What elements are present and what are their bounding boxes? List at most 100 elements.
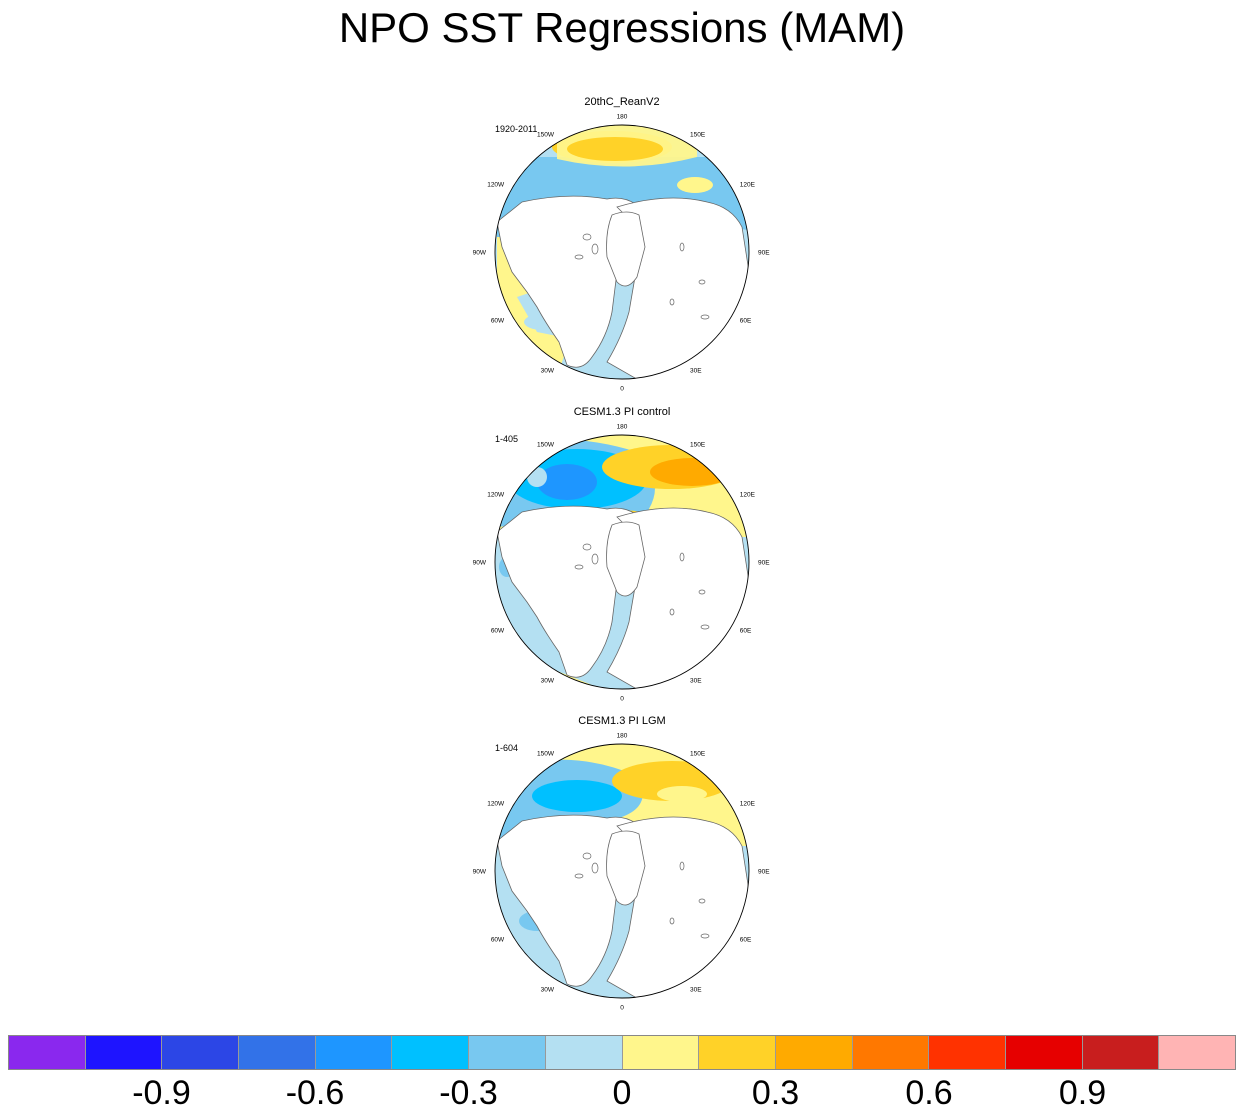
coast-feature xyxy=(669,608,675,616)
landmass xyxy=(606,830,646,906)
panel-2-polar-map: 180 150E 120E 90E 60E 30E 0 30W 60W 90W 120W 150W xyxy=(473,424,771,703)
coast-feature xyxy=(582,852,592,860)
coast-feature xyxy=(574,564,584,570)
land-mask xyxy=(496,505,749,689)
longitude-label: 120W xyxy=(487,801,505,808)
colorbar-tick-label: -0.9 xyxy=(132,1074,191,1112)
longitude-label: 30E xyxy=(690,367,702,374)
longitude-label: 30W xyxy=(541,367,555,374)
longitude-label: 60E xyxy=(740,318,752,325)
map-border xyxy=(494,124,750,380)
colorbar-swatch xyxy=(699,1036,776,1069)
longitude-label: 90W xyxy=(473,560,487,567)
panel-1-title: 20thC_ReanV2 xyxy=(584,96,660,108)
coast-feature xyxy=(574,873,584,879)
longitude-label: 150W xyxy=(537,132,555,139)
colorbar-swatch xyxy=(239,1036,316,1069)
longitude-label: 180 xyxy=(617,733,628,740)
longitude-label: 90W xyxy=(473,250,487,257)
anomaly-patch xyxy=(567,137,663,161)
longitude-label: 60W xyxy=(491,318,505,325)
colorbar-swatch xyxy=(545,1036,623,1069)
anomaly-patch xyxy=(527,467,547,487)
land-mask xyxy=(496,814,749,998)
coast-feature xyxy=(698,279,706,285)
map-border xyxy=(494,743,750,999)
longitude-label: 180 xyxy=(617,424,628,431)
colorbar-tick-label: -0.6 xyxy=(285,1074,345,1112)
colorbar-tick-label: 0.3 xyxy=(751,1074,800,1112)
figure-title: NPO SST Regressions (MAM) xyxy=(338,4,906,51)
longitude-label: 60W xyxy=(491,628,505,635)
colorbar-swatch xyxy=(929,1036,1006,1069)
coast-feature xyxy=(700,314,710,320)
anomaly-patch xyxy=(532,780,622,812)
longitude-label: 60E xyxy=(740,937,752,944)
ocean-field xyxy=(495,125,749,379)
coast-feature xyxy=(669,298,675,306)
anomaly-patch xyxy=(650,458,734,486)
anomaly-patch xyxy=(537,464,597,500)
longitude-label: 120E xyxy=(740,801,756,808)
ocean-field xyxy=(495,744,749,998)
coast-feature xyxy=(698,589,706,595)
colorbar-tick-label: -0.3 xyxy=(439,1074,498,1112)
longitude-label: 150E xyxy=(690,751,706,758)
colorbar-swatch xyxy=(469,1036,546,1069)
colorbar-tick-label: 0.6 xyxy=(905,1074,953,1112)
panel-3-period: 1-604 xyxy=(495,743,519,753)
coast-feature xyxy=(700,933,710,939)
longitude-label: 180 xyxy=(617,114,628,121)
longitude-label: 150E xyxy=(690,442,706,449)
coast-feature xyxy=(582,233,592,241)
colorbar-swatch xyxy=(622,1036,700,1069)
coast-feature xyxy=(669,917,675,925)
coast-feature xyxy=(679,242,685,252)
panel-3-polar-map: 180 150E 120E 90E 60E 30E 0 30W 60W 90W 120W 150W xyxy=(473,733,771,1012)
panel-3-title: CESM1.3 PI LGM xyxy=(578,715,666,727)
coast-feature xyxy=(574,254,584,260)
map-border xyxy=(494,434,750,690)
longitude-label: 90E xyxy=(758,869,770,876)
colorbar-swatch xyxy=(162,1036,240,1069)
longitude-label: 60W xyxy=(491,937,505,944)
longitude-label: 150W xyxy=(537,751,555,758)
colorbar-swatch xyxy=(1082,1036,1160,1069)
longitude-label: 120W xyxy=(487,492,505,499)
longitude-label: 90E xyxy=(758,560,770,567)
longitude-label: 30E xyxy=(690,986,702,993)
panel-1-polar-map: 180 150E 120E 90E 60E 30E 0 30W 60W 90W 120W 150W xyxy=(473,114,771,393)
longitude-label: 90E xyxy=(758,250,770,257)
longitude-label: 30W xyxy=(541,986,555,993)
landmass xyxy=(606,521,646,597)
longitude-label: 90W xyxy=(473,869,487,876)
colorbar-swatch xyxy=(775,1036,853,1069)
colorbar-swatch xyxy=(85,1036,163,1069)
colorbar-swatch xyxy=(9,1036,86,1069)
coast-feature xyxy=(591,553,599,565)
colorbar-tick-label: 0.9 xyxy=(1058,1074,1107,1112)
coast-feature xyxy=(591,862,599,874)
colorbar-swatch xyxy=(852,1036,930,1069)
coast-feature xyxy=(700,624,710,630)
colorbar-swatch xyxy=(315,1036,393,1069)
longitude-label: 150E xyxy=(690,132,706,139)
longitude-label: 30W xyxy=(541,677,555,684)
longitude-label: 150W xyxy=(537,442,555,449)
anomaly-patch xyxy=(657,786,707,802)
longitude-label: 0 xyxy=(620,386,624,393)
landmass xyxy=(606,211,646,287)
longitude-label: 30E xyxy=(690,677,702,684)
panel-1-period: 1920-2011 xyxy=(495,124,538,134)
anomaly-patch xyxy=(677,177,713,193)
colorbar-swatch xyxy=(1159,1036,1235,1069)
longitude-label: 120E xyxy=(740,182,756,189)
ocean-field xyxy=(495,435,749,689)
colorbar xyxy=(8,1035,1236,1070)
coast-feature xyxy=(698,898,706,904)
coast-feature xyxy=(591,243,599,255)
longitude-label: 120W xyxy=(487,182,505,189)
longitude-label: 0 xyxy=(620,1005,624,1012)
coast-feature xyxy=(679,861,685,871)
panel-2-title: CESM1.3 PI control xyxy=(573,406,671,418)
